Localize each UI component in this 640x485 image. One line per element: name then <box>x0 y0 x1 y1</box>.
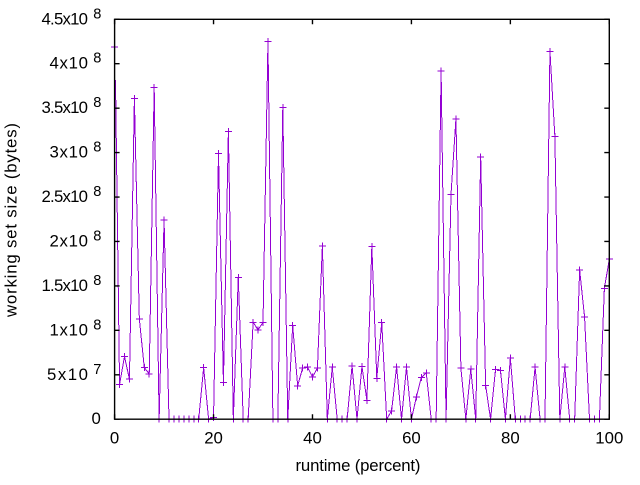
svg-text:8: 8 <box>93 51 101 67</box>
svg-text:8: 8 <box>93 317 101 333</box>
svg-text:2.5x10: 2.5x10 <box>42 187 89 206</box>
svg-text:3x10: 3x10 <box>50 143 89 162</box>
svg-text:8: 8 <box>93 273 101 289</box>
svg-text:4x10: 4x10 <box>50 54 89 73</box>
svg-text:8: 8 <box>93 140 101 156</box>
svg-text:8: 8 <box>93 184 101 200</box>
svg-text:8: 8 <box>93 6 101 22</box>
svg-text:20: 20 <box>204 429 223 448</box>
svg-text:80: 80 <box>501 429 520 448</box>
svg-text:1x10: 1x10 <box>50 320 89 339</box>
svg-text:8: 8 <box>93 228 101 244</box>
svg-text:7: 7 <box>93 362 101 378</box>
svg-text:100: 100 <box>595 429 623 448</box>
svg-text:8: 8 <box>93 95 101 111</box>
svg-text:2x10: 2x10 <box>50 231 89 250</box>
svg-text:1.5x10: 1.5x10 <box>42 276 89 295</box>
svg-text:3.5x10: 3.5x10 <box>42 98 89 117</box>
svg-text:4.5x10: 4.5x10 <box>42 9 89 28</box>
svg-text:40: 40 <box>303 429 322 448</box>
svg-text:working set size (bytes): working set size (bytes) <box>2 123 21 318</box>
svg-text:5x10: 5x10 <box>47 365 88 384</box>
svg-text:runtime (percent): runtime (percent) <box>296 456 421 475</box>
svg-text:0: 0 <box>110 429 119 448</box>
svg-text:0: 0 <box>92 409 101 428</box>
svg-text:60: 60 <box>402 429 421 448</box>
